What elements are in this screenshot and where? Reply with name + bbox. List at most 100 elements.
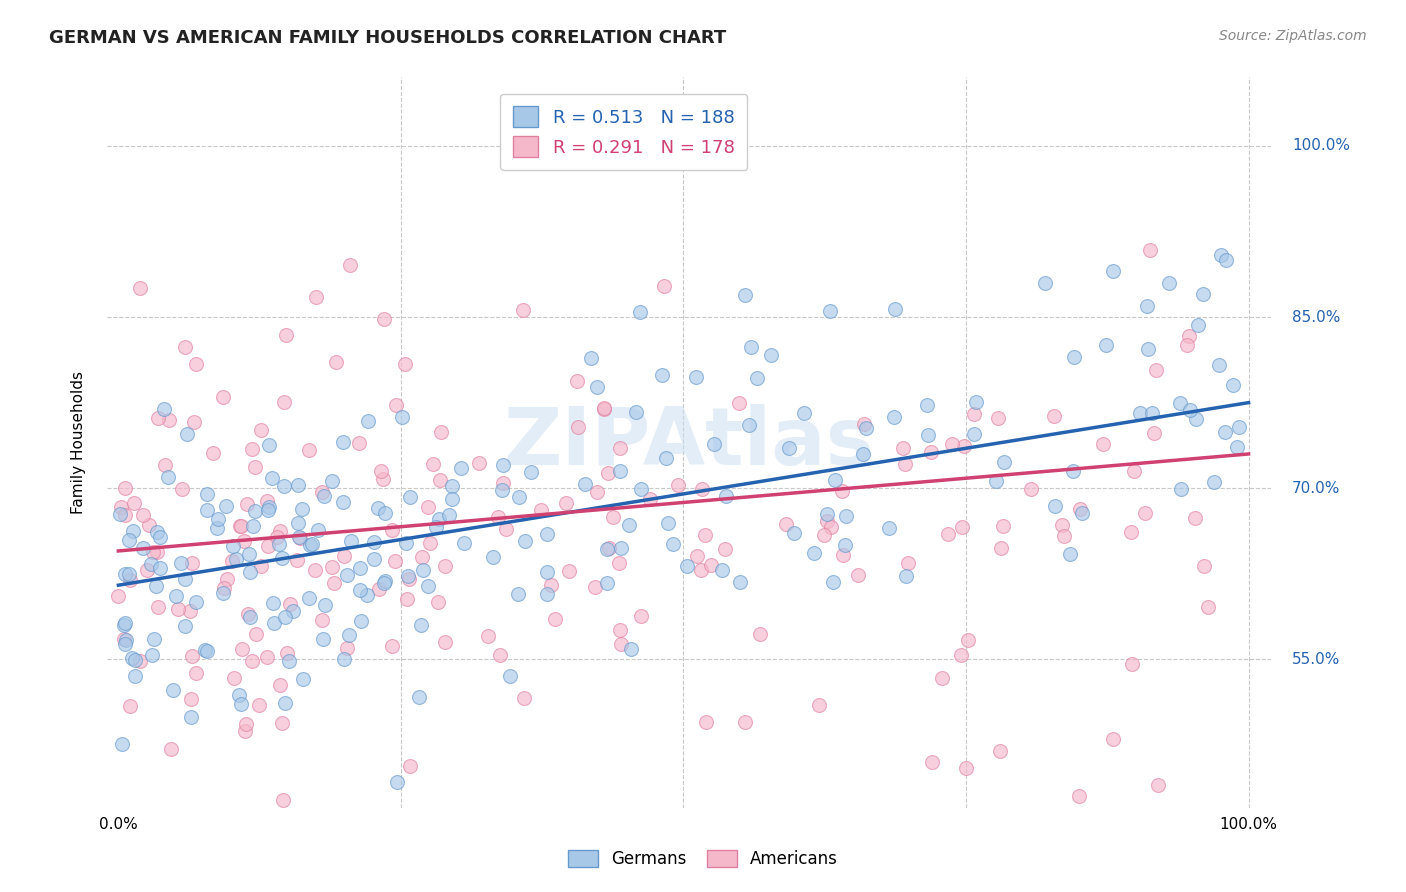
Point bbox=[169, 556, 191, 570]
Point bbox=[1204, 475, 1226, 490]
Point bbox=[184, 358, 207, 372]
Point bbox=[142, 545, 165, 559]
Point bbox=[107, 589, 129, 603]
Point bbox=[813, 527, 835, 541]
Point bbox=[610, 637, 633, 651]
Point bbox=[824, 473, 846, 487]
Point bbox=[193, 643, 215, 657]
Point bbox=[245, 627, 267, 641]
Point bbox=[728, 396, 751, 410]
Point bbox=[651, 368, 673, 382]
Point bbox=[554, 496, 576, 510]
Point bbox=[235, 497, 257, 511]
Point bbox=[149, 530, 172, 544]
Point bbox=[391, 409, 413, 424]
Point bbox=[301, 536, 323, 550]
Point bbox=[235, 716, 257, 731]
Point bbox=[894, 569, 917, 583]
Point bbox=[536, 587, 558, 601]
Point bbox=[273, 478, 295, 492]
Point bbox=[311, 613, 333, 627]
Point bbox=[738, 418, 761, 433]
Point bbox=[598, 541, 620, 555]
Point bbox=[371, 472, 394, 486]
Point bbox=[262, 596, 284, 610]
Point bbox=[274, 696, 297, 710]
Point bbox=[745, 371, 768, 385]
Point bbox=[793, 405, 815, 419]
Point bbox=[281, 604, 304, 618]
Point bbox=[263, 615, 285, 630]
Point bbox=[142, 632, 165, 647]
Point bbox=[963, 427, 986, 442]
Point bbox=[602, 509, 624, 524]
Point bbox=[630, 609, 652, 624]
Point bbox=[540, 578, 562, 592]
Point bbox=[1102, 264, 1125, 278]
Point bbox=[513, 534, 536, 549]
Point bbox=[129, 281, 152, 295]
Point bbox=[952, 439, 974, 453]
Point bbox=[245, 504, 267, 518]
Point bbox=[993, 455, 1015, 469]
Point bbox=[250, 559, 273, 574]
Point bbox=[367, 500, 389, 515]
Point bbox=[141, 648, 163, 662]
Point bbox=[202, 446, 225, 460]
Point bbox=[1137, 343, 1160, 357]
Point bbox=[384, 398, 406, 412]
Point bbox=[285, 553, 308, 567]
Point bbox=[666, 478, 689, 492]
Point bbox=[586, 380, 609, 394]
Point bbox=[657, 516, 679, 530]
Point bbox=[267, 537, 290, 551]
Point bbox=[257, 540, 280, 554]
Point bbox=[356, 588, 378, 602]
Point bbox=[834, 538, 856, 552]
Point bbox=[1208, 358, 1230, 372]
Point bbox=[114, 637, 136, 651]
Point bbox=[121, 650, 143, 665]
Point bbox=[703, 437, 725, 451]
Point bbox=[1071, 506, 1094, 520]
Point bbox=[288, 531, 311, 545]
Point bbox=[396, 591, 419, 606]
Point bbox=[938, 526, 960, 541]
Point bbox=[337, 628, 360, 642]
Point bbox=[941, 436, 963, 450]
Point bbox=[409, 618, 432, 632]
Point bbox=[820, 520, 842, 534]
Point bbox=[1062, 464, 1084, 478]
Point bbox=[239, 566, 262, 580]
Point bbox=[491, 483, 513, 498]
Point bbox=[416, 500, 439, 514]
Point bbox=[333, 549, 356, 563]
Point bbox=[307, 523, 329, 537]
Point bbox=[700, 558, 723, 572]
Point bbox=[1184, 510, 1206, 524]
Point bbox=[114, 508, 136, 522]
Point bbox=[363, 552, 385, 566]
Point bbox=[429, 473, 451, 487]
Point bbox=[374, 506, 396, 520]
Text: 100.0%: 100.0% bbox=[1292, 138, 1350, 153]
Text: GERMAN VS AMERICAN FAMILY HOUSEHOLDS CORRELATION CHART: GERMAN VS AMERICAN FAMILY HOUSEHOLDS COR… bbox=[49, 29, 727, 46]
Point bbox=[305, 290, 328, 304]
Point bbox=[214, 582, 236, 596]
Point bbox=[596, 575, 619, 590]
Point bbox=[815, 507, 838, 521]
Point bbox=[266, 530, 288, 544]
Point bbox=[152, 401, 174, 416]
Point bbox=[332, 652, 354, 666]
Point bbox=[370, 464, 392, 478]
Point bbox=[1069, 501, 1091, 516]
Point bbox=[1063, 350, 1085, 364]
Point bbox=[759, 348, 782, 362]
Text: 70.0%: 70.0% bbox=[1292, 481, 1340, 496]
Point bbox=[207, 512, 229, 526]
Point bbox=[652, 279, 675, 293]
Point bbox=[815, 515, 838, 529]
Point bbox=[174, 618, 197, 632]
Point bbox=[1053, 529, 1076, 543]
Point bbox=[287, 516, 309, 530]
